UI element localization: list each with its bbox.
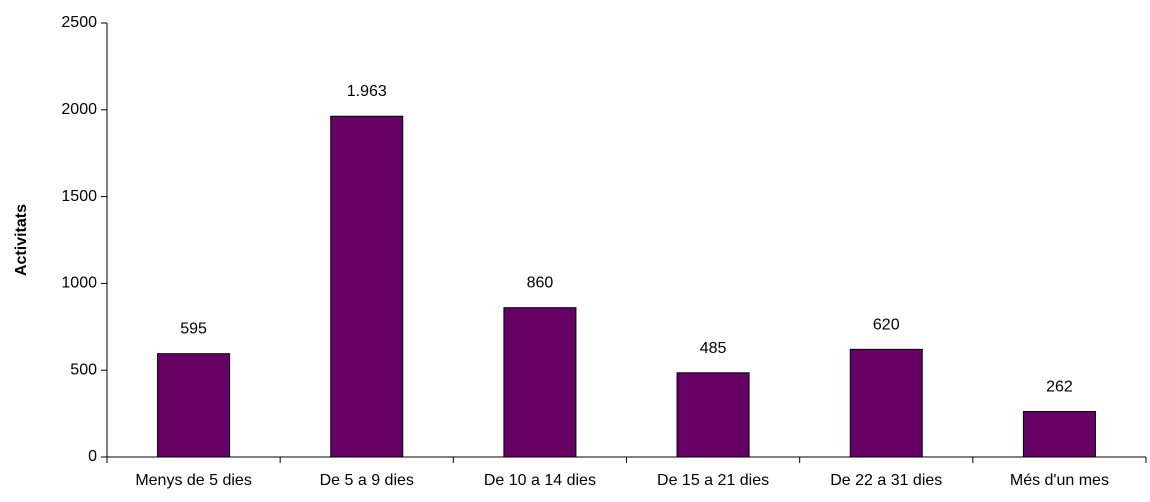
data-label: 595 bbox=[180, 321, 207, 338]
x-ticks: Menys de 5 dies De 5 a 9 dies De 10 a 14 d… bbox=[106, 457, 1147, 489]
y-ticks: 0 500 1000 1500 2000 2500 bbox=[61, 14, 107, 465]
axes bbox=[106, 23, 1146, 458]
x-tick-label: De 5 a 9 dies bbox=[320, 472, 414, 489]
y-tick-label: 1000 bbox=[61, 275, 97, 292]
x-tick-label: De 10 a 14 dies bbox=[484, 472, 596, 489]
y-axis-title-group: Activitats bbox=[13, 204, 30, 276]
y-tick-label: 2000 bbox=[61, 101, 97, 118]
data-label: 860 bbox=[527, 275, 554, 292]
x-tick-label: De 15 a 21 dies bbox=[657, 472, 769, 489]
y-tick-label: 2500 bbox=[61, 14, 97, 31]
x-tick-label: De 22 a 31 dies bbox=[830, 472, 942, 489]
data-label: 485 bbox=[700, 340, 727, 357]
data-label: 620 bbox=[873, 316, 900, 333]
data-label: 1.963 bbox=[347, 83, 387, 100]
bar bbox=[1022, 411, 1096, 458]
bars bbox=[157, 115, 1096, 458]
bar bbox=[157, 353, 231, 458]
y-tick-label: 0 bbox=[88, 448, 97, 465]
y-tick-label: 500 bbox=[70, 361, 97, 378]
bar bbox=[330, 115, 404, 458]
bar bbox=[849, 348, 923, 458]
bar bbox=[503, 307, 577, 458]
y-axis-title: Activitats bbox=[13, 204, 30, 276]
data-labels: 595 1.963 860 485 620 262 bbox=[180, 83, 1073, 395]
y-tick-label: 1500 bbox=[61, 188, 97, 205]
data-label: 262 bbox=[1046, 379, 1073, 396]
x-tick-label: Més d'un mes bbox=[1010, 472, 1109, 489]
bar bbox=[676, 372, 750, 458]
x-tick-label: Menys de 5 dies bbox=[135, 472, 252, 489]
